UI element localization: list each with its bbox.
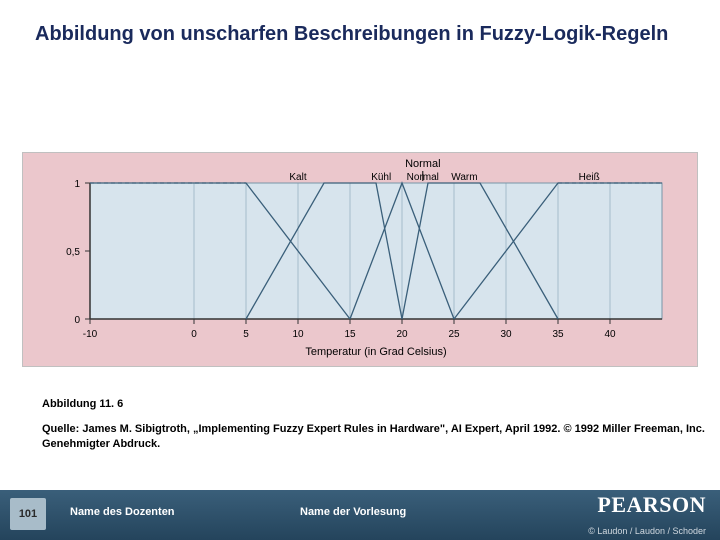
svg-text:Temperatur (in Grad Celsius): Temperatur (in Grad Celsius) bbox=[305, 346, 446, 358]
figure-caption: Abbildung 11. 6 bbox=[42, 398, 123, 410]
svg-text:25: 25 bbox=[448, 329, 460, 340]
svg-text:Kühl: Kühl bbox=[371, 172, 391, 183]
svg-text:5: 5 bbox=[243, 329, 249, 340]
svg-text:Heiß: Heiß bbox=[579, 172, 600, 183]
svg-text:Warm: Warm bbox=[451, 172, 477, 183]
slide-title: Abbildung von unscharfen Beschreibungen … bbox=[35, 22, 675, 47]
svg-text:1: 1 bbox=[74, 179, 80, 190]
brand-logo: PEARSON bbox=[597, 492, 706, 518]
lecturer-name: Name des Dozenten bbox=[70, 506, 175, 518]
svg-text:30: 30 bbox=[500, 329, 512, 340]
footer-bar: 101 Name des Dozenten Name der Vorlesung… bbox=[0, 490, 720, 540]
svg-text:10: 10 bbox=[292, 329, 304, 340]
copyright: © Laudon / Laudon / Schoder bbox=[588, 526, 706, 536]
fuzzy-chart: 00,51-100510152025303540Temperatur (in G… bbox=[22, 152, 698, 367]
svg-text:Kalt: Kalt bbox=[289, 172, 306, 183]
svg-text:15: 15 bbox=[344, 329, 356, 340]
svg-text:0: 0 bbox=[74, 315, 80, 326]
svg-text:35: 35 bbox=[552, 329, 564, 340]
svg-text:0,5: 0,5 bbox=[66, 247, 80, 258]
course-name: Name der Vorlesung bbox=[300, 506, 406, 518]
svg-text:-10: -10 bbox=[83, 329, 98, 340]
fuzzy-chart-svg: 00,51-100510152025303540Temperatur (in G… bbox=[23, 153, 697, 366]
svg-text:20: 20 bbox=[396, 329, 408, 340]
svg-text:Normal: Normal bbox=[407, 172, 439, 183]
figure-source: Quelle: James M. Sibigtroth, „Implementi… bbox=[42, 422, 707, 452]
svg-text:40: 40 bbox=[604, 329, 616, 340]
slide: Abbildung von unscharfen Beschreibungen … bbox=[0, 0, 720, 540]
svg-text:0: 0 bbox=[191, 329, 197, 340]
page-number: 101 bbox=[10, 498, 46, 530]
svg-text:Normal: Normal bbox=[405, 158, 440, 170]
